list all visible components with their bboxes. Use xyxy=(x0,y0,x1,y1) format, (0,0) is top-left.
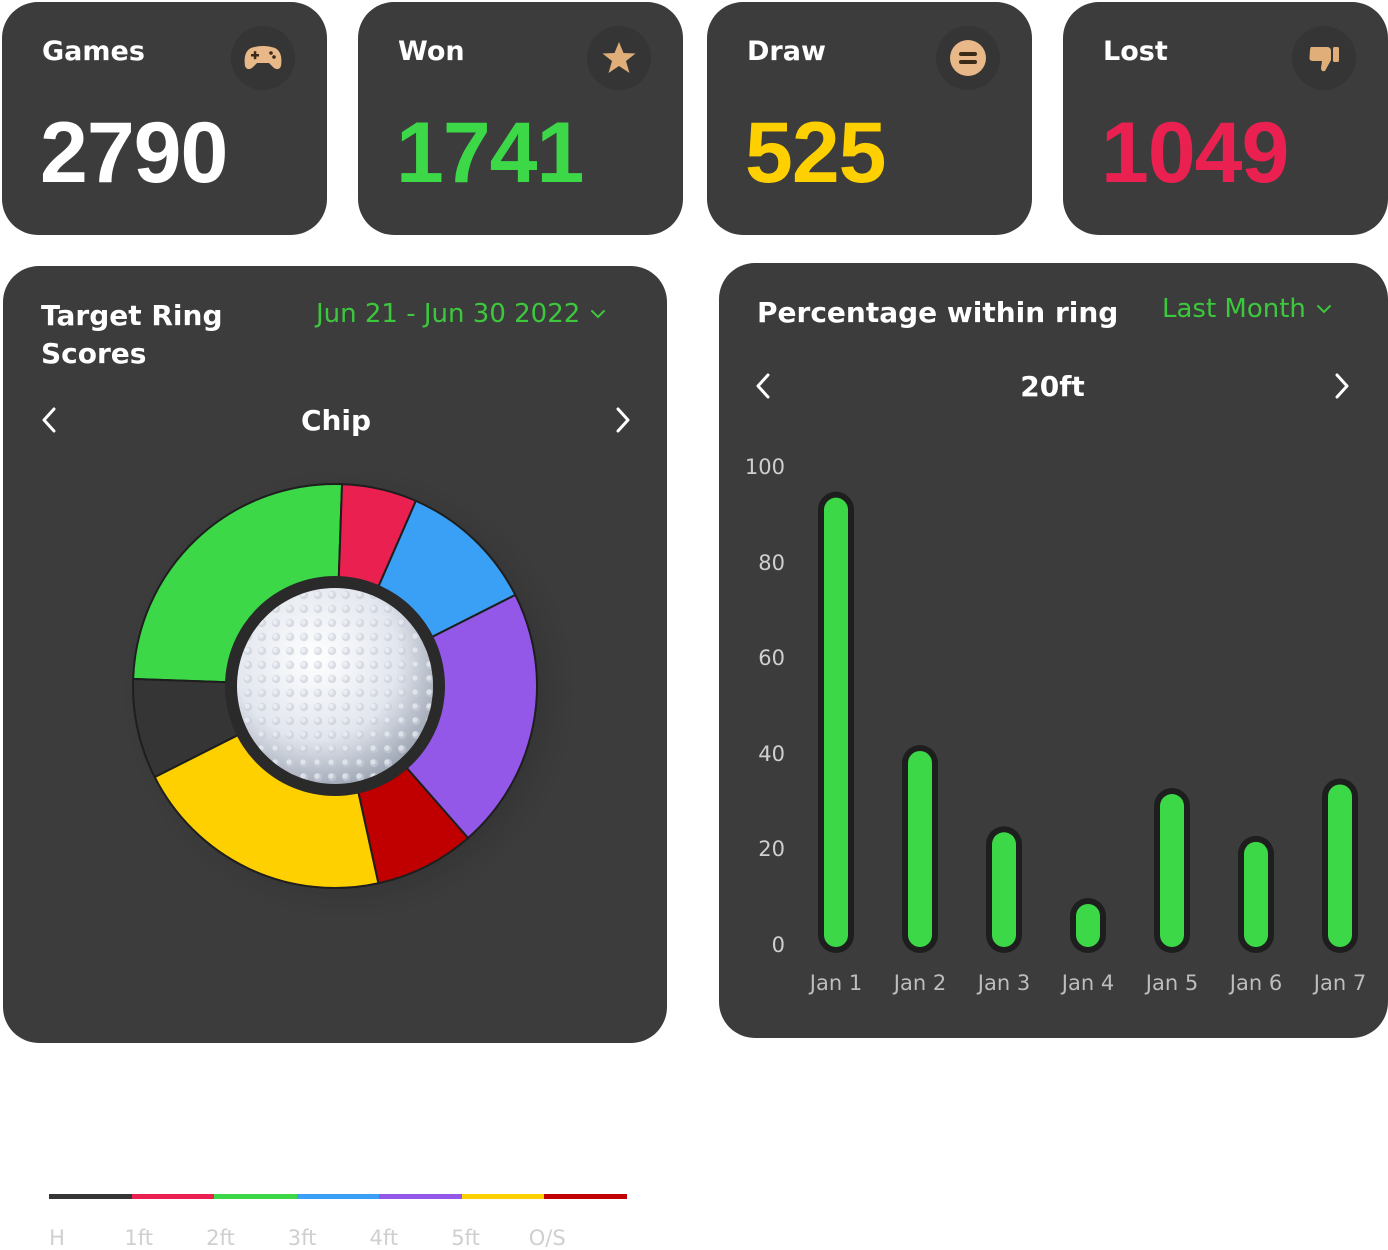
x-tick-label: Jan 4 xyxy=(1061,971,1115,995)
bar-jan-7 xyxy=(1328,784,1352,947)
legend-swatch xyxy=(461,1194,545,1199)
panel-title: Target Ring Scores xyxy=(41,297,223,373)
legend-swatch xyxy=(49,1194,132,1199)
stat-value: 1049 xyxy=(1101,105,1289,201)
x-tick-label: Jan 3 xyxy=(977,971,1031,995)
legend-swatch xyxy=(379,1194,462,1199)
legend-label: 1ft xyxy=(124,1226,153,1250)
y-tick-label: 100 xyxy=(744,455,785,479)
panel-title-line1: Target Ring xyxy=(41,299,223,332)
legend-swatch xyxy=(214,1194,297,1199)
x-tick-label: Jan 7 xyxy=(1313,971,1367,995)
star-icon xyxy=(587,26,651,90)
x-tick-label: Jan 1 xyxy=(809,971,863,995)
legend-swatch xyxy=(131,1194,215,1199)
chevron-right-icon[interactable] xyxy=(1324,368,1360,404)
chevron-down-icon xyxy=(1316,305,1331,314)
bar-jan-5 xyxy=(1160,794,1184,947)
panel-title-line2: Scores xyxy=(41,337,147,370)
stat-card-lost: Lost 1049 xyxy=(1063,2,1388,235)
bar-jan-2 xyxy=(908,751,932,947)
legend-label: H xyxy=(49,1226,65,1250)
y-tick-label: 60 xyxy=(758,646,785,671)
bar-jan-6 xyxy=(1244,841,1268,947)
stat-card-won: Won 1741 xyxy=(358,2,683,235)
bar-chart: 100 80 60 40 20 0 Jan 1 Jan 2 Jan 3 Jan 4 Jan 5 Jan… xyxy=(719,263,1388,1038)
stat-card-draw: Draw 525 xyxy=(707,2,1032,235)
percentage-panel: Percentage within ring Last Month 20ft 1… xyxy=(719,263,1388,1038)
shot-type-nav: Chip xyxy=(31,402,641,438)
y-tick-label: 0 xyxy=(771,933,785,957)
stat-title: Won xyxy=(398,36,465,67)
legend-label: O/S xyxy=(528,1226,566,1250)
x-tick-label: Jan 2 xyxy=(893,971,947,995)
legend-label: 2ft xyxy=(206,1226,235,1250)
x-tick-label: Jan 5 xyxy=(1145,971,1199,995)
legend-label: 4ft xyxy=(369,1226,399,1250)
stat-title: Lost xyxy=(1103,36,1168,67)
target-ring-panel: Target Ring Scores Jun 21 - Jun 30 2022 … xyxy=(3,266,667,1250)
legend-swatch xyxy=(544,1194,628,1199)
legend-label: 3ft xyxy=(287,1226,317,1250)
date-range-dropdown[interactable]: Jun 21 - Jun 30 2022 xyxy=(316,299,606,329)
equals-icon xyxy=(936,26,1000,90)
bar-jan-4 xyxy=(1076,903,1100,947)
bar-jan-3 xyxy=(992,832,1016,947)
distance-label: 20ft xyxy=(1020,369,1085,403)
y-tick-label: 80 xyxy=(758,550,785,575)
stat-title: Draw xyxy=(747,36,826,67)
chevron-left-icon[interactable] xyxy=(31,402,67,438)
bar-jan-1 xyxy=(824,497,848,947)
panel-title: Percentage within ring xyxy=(757,296,1119,329)
ring-chart xyxy=(109,454,589,934)
legend-label: 5ft xyxy=(451,1226,480,1250)
period-label: Last Month xyxy=(1162,294,1306,324)
ring-legend-bar xyxy=(49,1194,628,1199)
y-tick-label: 20 xyxy=(758,837,785,862)
distance-nav: 20ft xyxy=(745,368,1360,404)
legend-swatch xyxy=(296,1194,380,1199)
chevron-left-icon[interactable] xyxy=(745,368,781,404)
shot-type-label: Chip xyxy=(300,403,372,437)
x-tick-label: Jan 6 xyxy=(1229,971,1283,995)
chevron-right-icon[interactable] xyxy=(605,402,641,438)
stat-value: 2790 xyxy=(40,105,228,201)
stat-title: Games xyxy=(42,36,145,67)
period-dropdown[interactable]: Last Month xyxy=(1162,294,1332,324)
gamepad-icon xyxy=(231,26,295,90)
stat-card-games: Games 2790 xyxy=(2,2,327,235)
date-range-label: Jun 21 - Jun 30 2022 xyxy=(316,299,581,329)
stat-value: 525 xyxy=(745,105,886,201)
y-tick-label: 40 xyxy=(758,741,785,766)
stat-value: 1741 xyxy=(396,105,584,201)
chevron-down-icon xyxy=(591,310,606,319)
thumbs-down-icon xyxy=(1292,26,1356,90)
